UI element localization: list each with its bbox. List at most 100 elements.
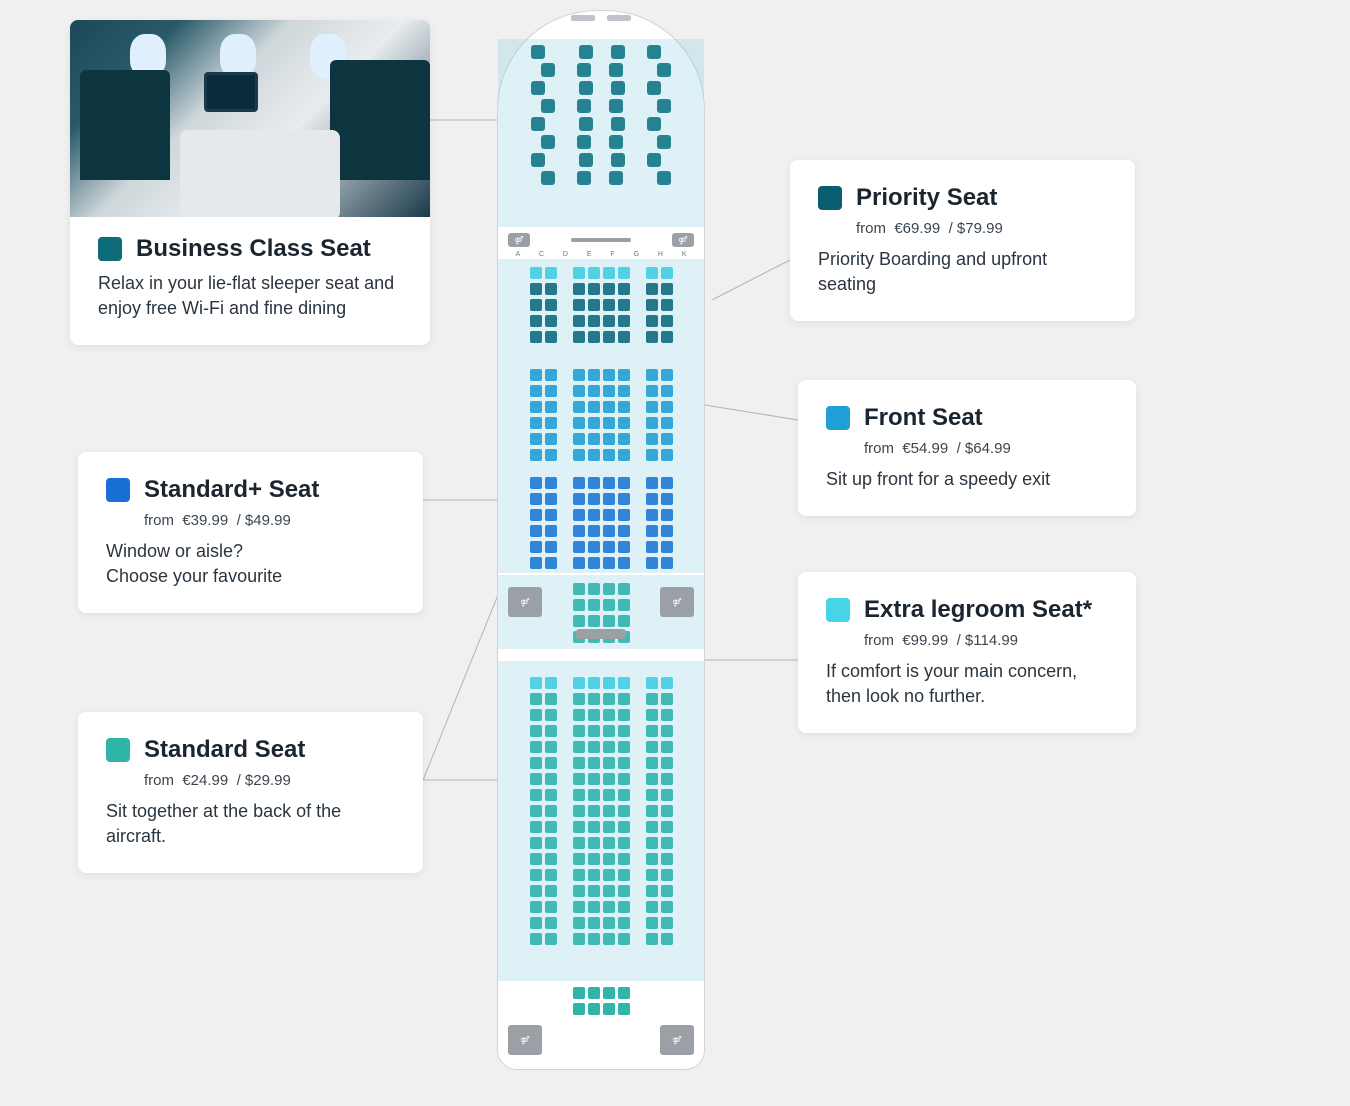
seat <box>646 789 658 801</box>
seat <box>545 741 557 753</box>
seat <box>603 433 615 445</box>
seat <box>545 315 557 327</box>
seat <box>657 63 671 77</box>
seat <box>618 853 630 865</box>
seat <box>573 709 585 721</box>
seat <box>573 509 585 521</box>
seat <box>603 837 615 849</box>
swatch-standard-plus <box>106 478 130 502</box>
seat <box>545 525 557 537</box>
seat <box>603 493 615 505</box>
card-front: Front Seat from €54.99 / $64.99 Sit up f… <box>798 380 1136 516</box>
seat <box>545 477 557 489</box>
seat-row <box>506 709 696 721</box>
seat <box>588 433 600 445</box>
seat <box>588 741 600 753</box>
seat <box>530 693 542 705</box>
seat-row <box>506 933 696 945</box>
price-front: from €54.99 / $64.99 <box>864 440 1108 457</box>
seat <box>530 385 542 397</box>
seat <box>603 369 615 381</box>
seat <box>618 869 630 881</box>
seat <box>545 385 557 397</box>
seat <box>545 709 557 721</box>
seat <box>618 433 630 445</box>
seat <box>530 299 542 311</box>
seat <box>661 933 673 945</box>
seat-row <box>506 417 696 429</box>
seat <box>618 417 630 429</box>
seat <box>530 525 542 537</box>
seat <box>618 837 630 849</box>
seat <box>531 117 545 131</box>
seat <box>573 477 585 489</box>
seat <box>646 837 658 849</box>
desc-extra-legroom: If comfort is your main concern, then lo… <box>826 659 1108 709</box>
seat-row <box>506 885 696 897</box>
seat <box>545 805 557 817</box>
seat <box>573 837 585 849</box>
seat <box>661 525 673 537</box>
seat <box>661 773 673 785</box>
seat <box>573 677 585 689</box>
seat <box>646 283 658 295</box>
seat-row <box>506 901 696 913</box>
title-front: Front Seat <box>864 404 983 432</box>
seat <box>577 63 591 77</box>
seat-row <box>506 557 696 569</box>
section-standard_rear <box>498 677 704 945</box>
seat <box>603 509 615 521</box>
seat <box>661 493 673 505</box>
seat <box>530 417 542 429</box>
seat <box>618 557 630 569</box>
seat <box>603 757 615 769</box>
swatch-extra-legroom <box>826 598 850 622</box>
seat <box>545 493 557 505</box>
seat <box>618 493 630 505</box>
seat <box>609 171 623 185</box>
seat <box>530 541 542 553</box>
desc-business: Relax in your lie-flat sleeper seat and … <box>98 271 402 321</box>
seat <box>646 525 658 537</box>
seat-row <box>506 99 696 113</box>
price-standard-plus: from €39.99 / $49.99 <box>144 512 395 529</box>
seat <box>603 725 615 737</box>
seat <box>646 433 658 445</box>
seat <box>661 299 673 311</box>
seat <box>530 283 542 295</box>
lavatory-icon: ⚤ <box>660 587 694 617</box>
seat <box>661 385 673 397</box>
section-priority <box>498 267 704 343</box>
seat <box>661 789 673 801</box>
seat <box>618 315 630 327</box>
seat <box>573 493 585 505</box>
seat <box>573 541 585 553</box>
seat <box>588 917 600 929</box>
price-standard: from €24.99 / $29.99 <box>144 772 395 789</box>
seat <box>661 805 673 817</box>
seat <box>646 677 658 689</box>
seat <box>545 773 557 785</box>
title-extra-legroom: Extra legroom Seat* <box>864 596 1092 624</box>
seat <box>588 369 600 381</box>
seat-row <box>506 299 696 311</box>
seat <box>545 869 557 881</box>
price-extra-legroom: from €99.99 / $114.99 <box>864 632 1108 649</box>
price-priority: from €69.99 / $79.99 <box>856 220 1107 237</box>
seat <box>646 757 658 769</box>
seat <box>579 153 593 167</box>
seat <box>646 709 658 721</box>
seat <box>603 821 615 833</box>
seat <box>530 677 542 689</box>
seat <box>618 509 630 521</box>
seat <box>618 805 630 817</box>
seat <box>530 853 542 865</box>
seat <box>609 135 623 149</box>
seat <box>603 331 615 343</box>
seat <box>646 541 658 553</box>
seat-row <box>506 693 696 705</box>
seat <box>579 45 593 59</box>
seat <box>661 477 673 489</box>
seat-row <box>506 477 696 489</box>
seat <box>611 117 625 131</box>
